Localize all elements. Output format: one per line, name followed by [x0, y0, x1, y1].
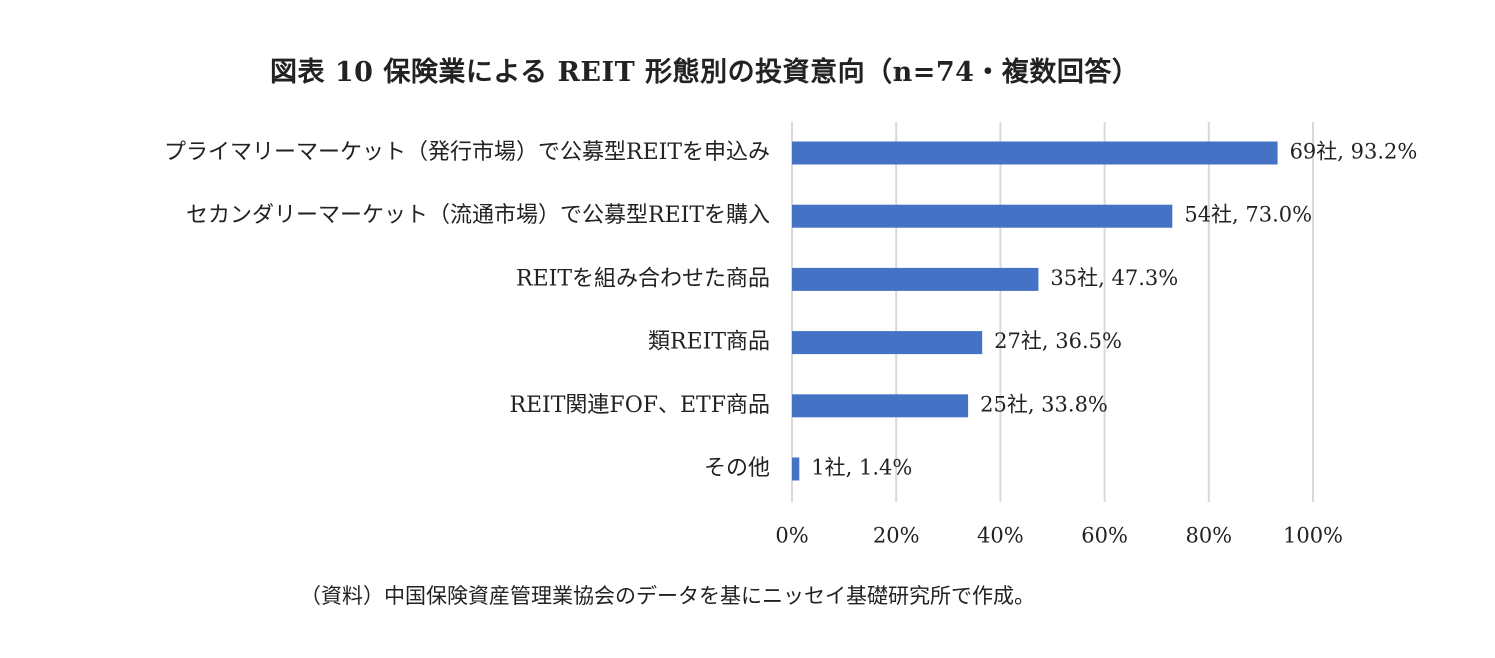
data-label: 54社, 73.0%	[1184, 203, 1312, 227]
data-label: 35社, 47.3%	[1050, 266, 1178, 290]
chart-title: 図表 10 保険業による REIT 形態別の投資意向（n=74・複数回答）	[270, 57, 1140, 88]
category-label: 類REIT商品	[648, 330, 770, 355]
data-label: 1社, 1.4%	[811, 456, 912, 480]
category-label: REIT関連FOF、ETF商品	[509, 393, 770, 418]
bar	[792, 331, 983, 355]
bar	[792, 267, 1039, 291]
x-tick-label: 80%	[1185, 524, 1232, 548]
x-tick-label: 100%	[1283, 524, 1343, 548]
category-label: プライマリーマーケット（発行市場）で公募型REITを申込み	[164, 140, 770, 165]
bar	[792, 204, 1173, 228]
bar	[792, 457, 800, 481]
bar	[792, 141, 1278, 165]
bar-chart: プライマリーマーケット（発行市場）で公募型REITを申込みセカンダリーマーケット…	[164, 122, 1417, 548]
x-tick-label: 60%	[1081, 524, 1128, 548]
bars	[792, 141, 1278, 481]
data-labels: 69社, 93.2% 54社, 73.0% 35社, 47.3% 27社, 36.5%…	[811, 140, 1417, 480]
category-label: REITを組み合わせた商品	[516, 266, 770, 291]
x-tick-label: 0%	[775, 524, 808, 548]
category-label: セカンダリーマーケット（流通市場）で公募型REITを購入	[186, 203, 770, 228]
data-label: 27社, 36.5%	[994, 329, 1122, 353]
x-tick-label: 20%	[873, 524, 920, 548]
x-tick-label: 40%	[977, 524, 1024, 548]
data-label: 25社, 33.8%	[980, 392, 1108, 416]
category-label: その他	[704, 456, 770, 481]
gridlines	[791, 122, 1314, 502]
category-labels: プライマリーマーケット（発行市場）で公募型REITを申込みセカンダリーマーケット…	[164, 140, 770, 481]
data-label: 69社, 93.2%	[1290, 140, 1418, 164]
source-note: （資料）中国保険資産管理業協会のデータを基にニッセイ基礎研究所で作成。	[300, 584, 1035, 608]
x-tick-labels: 0% 20% 40% 60% 80% 100%	[775, 524, 1343, 548]
bar	[792, 394, 969, 418]
